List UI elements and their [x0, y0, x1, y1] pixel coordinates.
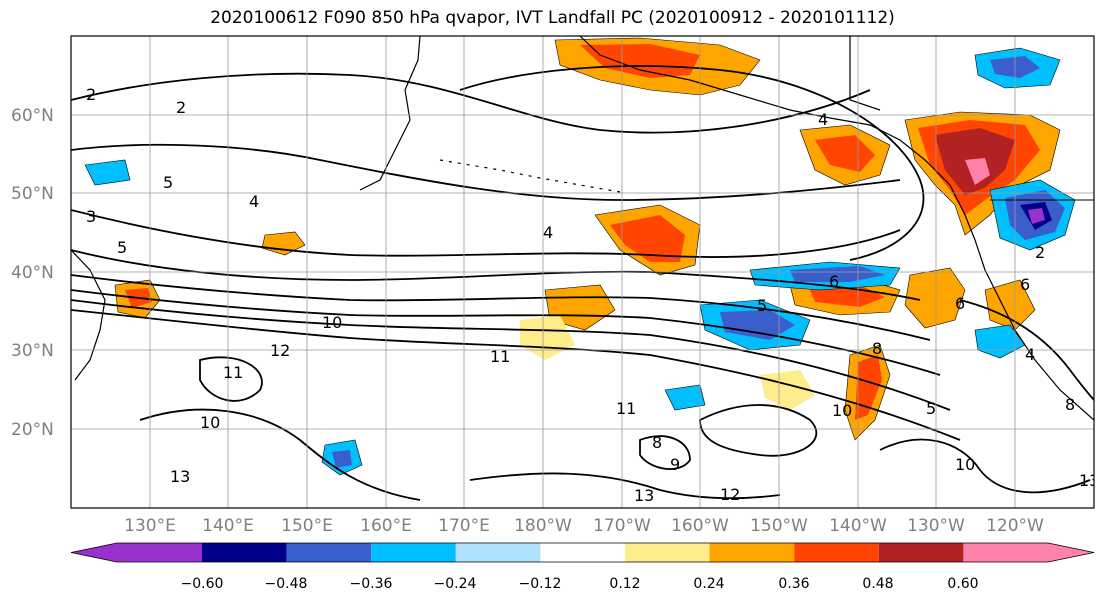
- contour-label: 13: [170, 467, 190, 486]
- lon-label: 140°E: [202, 516, 254, 536]
- map-area: 2 2 5 3 4 4 5 6 5 6 4 10 12 11 11 10 13 …: [71, 36, 1099, 508]
- colorbar-extend-low: [71, 543, 117, 562]
- colorbar-tick-label: −0.48: [265, 576, 308, 592]
- colorbar-tick-label: −0.60: [181, 576, 224, 592]
- contour-label: 8: [652, 433, 662, 452]
- colorbar-segment: [794, 543, 879, 562]
- lat-label: 50°N: [11, 184, 54, 204]
- colorbar-segment: [625, 543, 710, 562]
- lon-label: 160°E: [360, 516, 412, 536]
- contour-label: 12: [270, 341, 290, 360]
- colorbar-tick-label: 0.60: [947, 576, 978, 592]
- positive-anomaly-region: [760, 370, 815, 410]
- lat-label: 40°N: [11, 263, 54, 283]
- lon-label: 130°E: [124, 516, 176, 536]
- colorbar-tick-label: 0.48: [862, 576, 893, 592]
- colorbar-segment: [202, 543, 287, 562]
- colorbar-segment: [963, 543, 1048, 562]
- latitude-labels: 60°N 50°N 40°N 30°N 20°N: [11, 106, 54, 440]
- contour-label: 8: [1065, 395, 1075, 414]
- contour-label: 5: [117, 238, 127, 257]
- colorbar-tick-label: 0.12: [609, 576, 640, 592]
- lat-label: 20°N: [11, 420, 54, 440]
- positive-anomaly-region: [815, 135, 875, 172]
- positive-anomaly-region: [580, 44, 700, 78]
- lon-label: 170°W: [593, 516, 651, 536]
- coastlines: [71, 36, 1094, 421]
- contour-label: 6: [955, 294, 965, 313]
- colorbar-segment: [540, 543, 625, 562]
- contour-label: 13: [634, 486, 654, 505]
- contour-label: 5: [926, 399, 936, 418]
- contour-label: 2: [86, 85, 96, 104]
- chart-title: 2020100612 F090 850 hPa qvapor, IVT Land…: [210, 8, 895, 28]
- colorbar-outline: [70, 542, 1095, 563]
- contour-label: 11: [223, 363, 243, 382]
- colorbar-tick-label: 0.36: [778, 576, 809, 592]
- contour-label: 10: [832, 401, 852, 420]
- colorbar-segment: [709, 543, 795, 562]
- colorbar-ticks: −0.60 −0.48 −0.36 −0.24 −0.12 0.12 0.24 …: [181, 576, 979, 592]
- positive-anomaly-region: [904, 267, 966, 329]
- map-border: [70, 35, 1095, 509]
- contour-label: 10: [200, 413, 220, 432]
- contour-label: 4: [1025, 345, 1035, 364]
- lat-label: 60°N: [11, 106, 54, 126]
- positive-anomaly-region: [965, 158, 990, 185]
- lon-label: 140°W: [829, 516, 887, 536]
- colorbar-segment: [286, 543, 372, 562]
- colorbar-tick-label: −0.12: [519, 576, 562, 592]
- negative-anomaly-region: [720, 310, 795, 340]
- positive-anomaly-region: [610, 215, 685, 262]
- contour-label: 4: [818, 110, 828, 129]
- contour-label: 11: [490, 347, 510, 366]
- negative-anomaly-region: [664, 384, 706, 411]
- shading-layer: [84, 37, 1076, 476]
- lat-label: 30°N: [11, 341, 54, 361]
- colorbar-segment: [117, 543, 202, 562]
- colorbar-segment: [371, 543, 456, 562]
- gridlines: [71, 36, 1094, 508]
- positive-anomaly-region: [855, 355, 882, 420]
- negative-anomaly-region: [790, 266, 885, 282]
- negative-anomaly-region: [332, 450, 352, 468]
- contour-label: 13: [1079, 471, 1099, 490]
- longitude-labels: 130°E 140°E 150°E 160°E 170°E 180°W 170°…: [124, 516, 1044, 536]
- contour-label: 4: [249, 192, 259, 211]
- lon-label: 150°W: [750, 516, 808, 536]
- colorbar: [70, 542, 1095, 563]
- contour-label: 12: [720, 485, 740, 504]
- colorbar-segment: [878, 543, 964, 562]
- lon-label: 180°W: [514, 516, 572, 536]
- negative-anomaly-region: [84, 159, 131, 186]
- colorbar-extend-high: [1048, 543, 1094, 562]
- contour-label: 5: [163, 173, 173, 192]
- colorbar-segment: [455, 543, 541, 562]
- contour-label: 5: [757, 296, 767, 315]
- contour-label: 2: [1035, 243, 1045, 262]
- contour-label: 2: [176, 98, 186, 117]
- lon-label: 120°W: [986, 516, 1044, 536]
- colorbar-tick-label: −0.24: [434, 576, 477, 592]
- contour-label: 11: [616, 399, 636, 418]
- positive-anomaly-region: [984, 279, 1036, 331]
- contour-label: 4: [543, 223, 553, 242]
- contour-label: 8: [872, 339, 882, 358]
- lon-label: 160°W: [671, 516, 729, 536]
- contour-label: 10: [955, 455, 975, 474]
- colorbar-tick-label: 0.24: [693, 576, 724, 592]
- contour-lines: [71, 65, 1094, 501]
- contour-label: 6: [829, 272, 839, 291]
- contour-label: 6: [1020, 275, 1030, 294]
- lon-label: 170°E: [438, 516, 490, 536]
- lon-label: 150°E: [281, 516, 333, 536]
- contour-label-layer: 2 2 5 3 4 4 5 6 5 6 4 10 12 11 11 10 13 …: [86, 85, 1099, 505]
- negative-anomaly-region: [1028, 208, 1045, 224]
- contour-label: 10: [322, 313, 342, 332]
- lon-label: 130°W: [907, 516, 965, 536]
- contour-label: 9: [670, 455, 680, 474]
- contour-label: 3: [86, 207, 96, 226]
- colorbar-tick-label: −0.36: [350, 576, 393, 592]
